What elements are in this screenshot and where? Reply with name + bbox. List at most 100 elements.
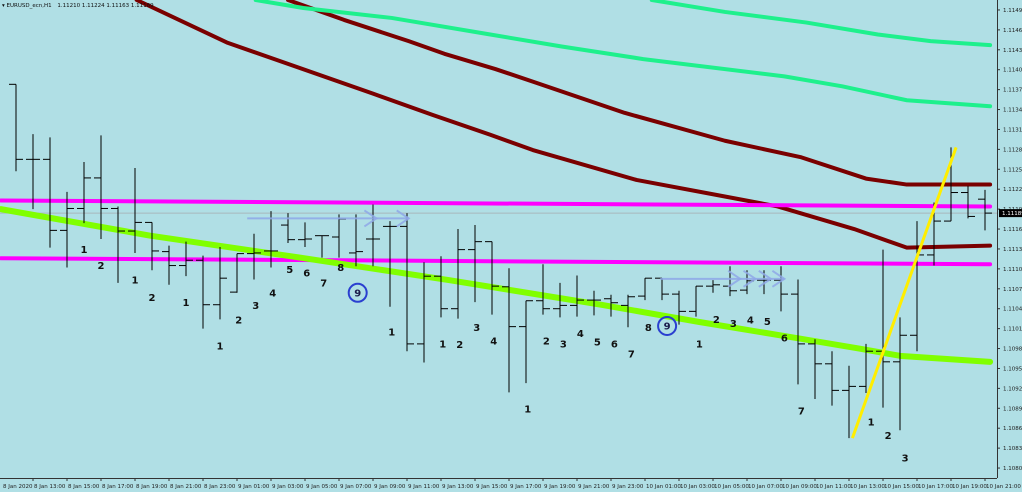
arrow-head-icon — [363, 209, 379, 228]
count-label: 6 — [611, 339, 618, 350]
ohlc-bar — [213, 246, 227, 320]
ohlc-bar — [400, 213, 414, 352]
time-label: 10 Jan 21:00 — [986, 484, 1021, 490]
ohlc-bar — [893, 317, 907, 431]
count-label: 4 — [577, 329, 584, 340]
indicator-line-4 — [0, 198, 993, 209]
count-circle — [657, 315, 678, 336]
count-label: 8 — [645, 323, 652, 334]
ohlc-bar — [706, 280, 720, 293]
count-label: 3 — [252, 301, 259, 312]
count-label: 1 — [183, 298, 190, 309]
time-label: 9 Jan 09:00 — [374, 484, 406, 490]
ohlc-bar — [570, 275, 584, 317]
price-label: 1.11165 — [1003, 227, 1022, 233]
trendline — [850, 146, 958, 439]
count-label: 7 — [798, 406, 805, 417]
price-label: 1.11255 — [1003, 167, 1022, 173]
arrow-head-icon — [771, 270, 787, 288]
time-label: 8 Jan 21:00 — [170, 484, 202, 490]
collapse-triangle-icon[interactable]: ▾ — [2, 3, 5, 9]
time-label: 8 Jan 19:00 — [136, 484, 168, 490]
time-label: 10 Jan 07:00 — [748, 484, 783, 490]
indicator-line-3 — [253, 0, 993, 109]
indicator-line-1 — [286, 0, 993, 187]
ohlc-bar — [451, 229, 465, 319]
indicator-line-2 — [649, 0, 993, 48]
ohlc-bar — [26, 134, 40, 210]
time-label: 9 Jan 03:00 — [272, 484, 304, 490]
ohlc-bar — [145, 221, 159, 271]
count-label: 2 — [543, 337, 550, 348]
ohlc-bar — [723, 266, 737, 297]
arrow-head-icon — [396, 209, 411, 228]
price-label: 1.11015 — [1003, 327, 1022, 333]
count-label: 5 — [764, 317, 771, 328]
ohlc-bar — [332, 214, 346, 258]
price-label: 1.11375 — [1003, 88, 1022, 94]
count-label: 3 — [730, 319, 737, 330]
arrow-head-icon — [727, 270, 743, 288]
time-label: 10 Jan 03:00 — [680, 484, 715, 490]
count-label: 2 — [98, 261, 105, 272]
count-label: 4 — [490, 337, 497, 348]
price-label: 1.11105 — [1003, 267, 1022, 273]
time-label: 10 Jan 11:00 — [816, 484, 851, 490]
ohlc-bar — [9, 83, 23, 172]
count-label: 1 — [696, 339, 703, 350]
ohlc-bar — [502, 268, 516, 393]
time-label: 9 Jan 05:00 — [306, 484, 338, 490]
count-label: 3 — [560, 339, 567, 350]
time-label: 10 Jan 19:00 — [952, 484, 987, 490]
price-label: 1.10805 — [1003, 466, 1022, 472]
ohlc-bar — [553, 282, 567, 318]
ohlc-bar — [638, 277, 652, 301]
ohlc-bar — [196, 255, 210, 329]
ohlc-bar — [536, 264, 550, 315]
count-label: 2 — [885, 431, 892, 442]
count-label: 6 — [781, 333, 788, 344]
time-label: 8 Jan 15:00 — [68, 484, 100, 490]
ohlc-bar — [961, 185, 975, 219]
price-label: 1.11045 — [1003, 307, 1022, 313]
time-label: 8 Jan 17:00 — [102, 484, 134, 490]
ohlc-bar — [77, 161, 91, 224]
time-label: 8 Jan 23:00 — [204, 484, 236, 490]
ohlc-bar — [876, 249, 890, 408]
time-label: 10 Jan 13:00 — [850, 484, 885, 490]
indicator-line-0 — [134, 0, 993, 250]
count-label: 2 — [456, 340, 463, 351]
current-price-badge — [999, 209, 1022, 218]
price-label: 1.11075 — [1003, 287, 1022, 293]
current-price-label: 1.11189 — [1002, 211, 1022, 217]
count-label: 2 — [149, 293, 156, 304]
time-label: 9 Jan 11:00 — [408, 484, 440, 490]
ohlc-bar — [587, 290, 601, 316]
ohlc-bar — [808, 339, 822, 399]
arrow-head-icon — [742, 270, 758, 288]
count-label: 7 — [628, 349, 635, 360]
ohlc-bar — [315, 235, 329, 258]
ohlc-bar — [655, 277, 669, 301]
time-label: 9 Jan 15:00 — [476, 484, 508, 490]
count-label: 4 — [747, 315, 754, 326]
ohlc-bar — [519, 300, 533, 384]
ohlc-bar — [825, 351, 839, 406]
count-label: 2 — [713, 315, 720, 326]
ohlc-readout: 1.11210 1.11224 1.11163 1.11189 — [57, 3, 154, 9]
price-label: 1.10955 — [1003, 366, 1022, 372]
ohlc-bar — [434, 256, 448, 318]
count-label: 4 — [269, 288, 276, 299]
count-circle — [347, 282, 368, 303]
ohlc-bar — [128, 167, 142, 253]
time-label: 9 Jan 23:00 — [612, 484, 644, 490]
count-label: 9 — [664, 321, 671, 332]
ohlc-bar — [264, 211, 278, 268]
price-label: 1.11285 — [1003, 147, 1022, 153]
count-label: 5 — [594, 337, 601, 348]
time-label: 10 Jan 15:00 — [884, 484, 919, 490]
arrow-object — [247, 209, 411, 228]
count-label: 8 — [337, 263, 344, 274]
arrow-head-icon — [758, 270, 773, 288]
